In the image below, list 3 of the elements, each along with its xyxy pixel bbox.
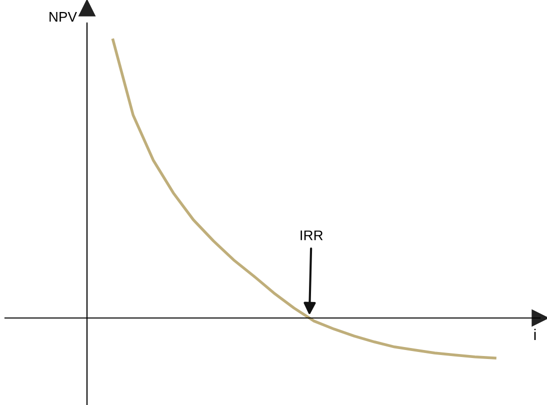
annotation: IRR — [300, 230, 323, 240]
y-axis-title: NPV — [50, 12, 77, 22]
x-axis-title: i — [534, 328, 536, 340]
